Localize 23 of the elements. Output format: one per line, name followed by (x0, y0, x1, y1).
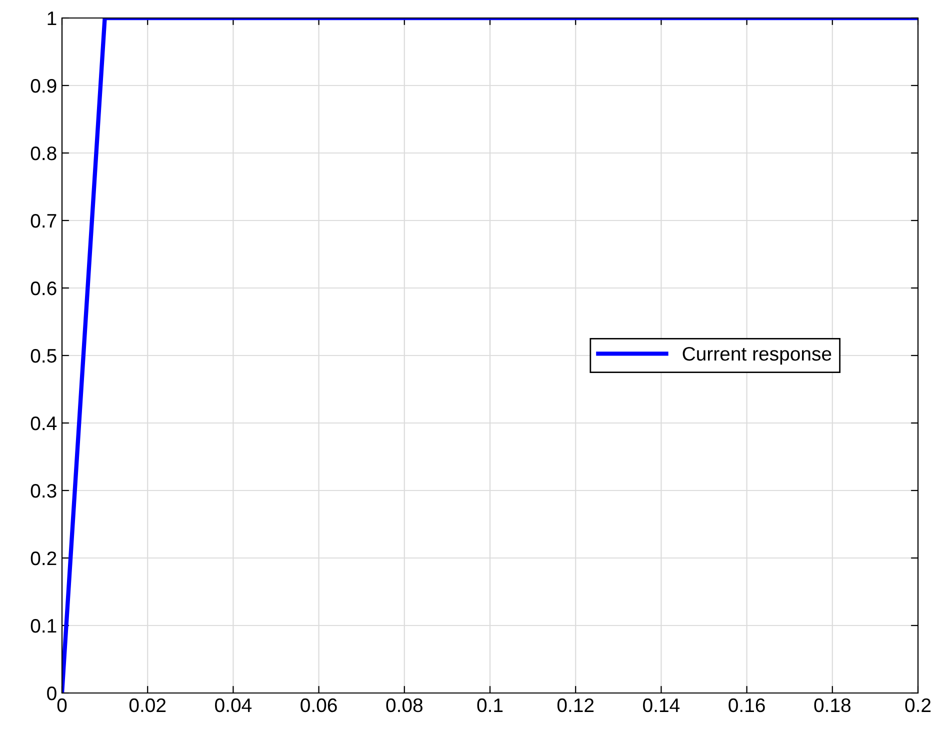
x-tick-label: 0.02 (129, 698, 166, 712)
y-tick-label: 0.1 (30, 618, 56, 633)
legend-label: Current response (682, 346, 832, 365)
y-tick-label: 0 (47, 686, 56, 700)
y-tick-label: 0.8 (30, 146, 56, 160)
y-tick-label: 0.5 (30, 348, 56, 363)
x-tick-label: 0 (57, 698, 67, 712)
x-tick-label: 0.2 (905, 698, 931, 712)
y-tick-label: 0.7 (30, 214, 56, 228)
y-tick-label: 0.2 (30, 551, 56, 566)
x-tick-label: 0.16 (728, 698, 765, 712)
x-tick-label: 0.08 (386, 698, 422, 712)
x-tick-label: 0.18 (814, 698, 850, 712)
y-tick-label: 0.6 (30, 281, 56, 296)
x-tick-label: 0.14 (643, 698, 680, 712)
y-tick-label: 0.4 (30, 416, 57, 430)
x-tick-label: 0.04 (215, 698, 252, 712)
y-tick-label: 0.9 (30, 78, 56, 93)
x-tick-label: 0.06 (300, 698, 337, 712)
x-tick-label: 0.1 (477, 698, 503, 712)
y-tick-label: 0.3 (30, 484, 56, 498)
x-tick-label: 0.12 (557, 698, 594, 712)
y-tick-label: 1 (48, 12, 56, 26)
